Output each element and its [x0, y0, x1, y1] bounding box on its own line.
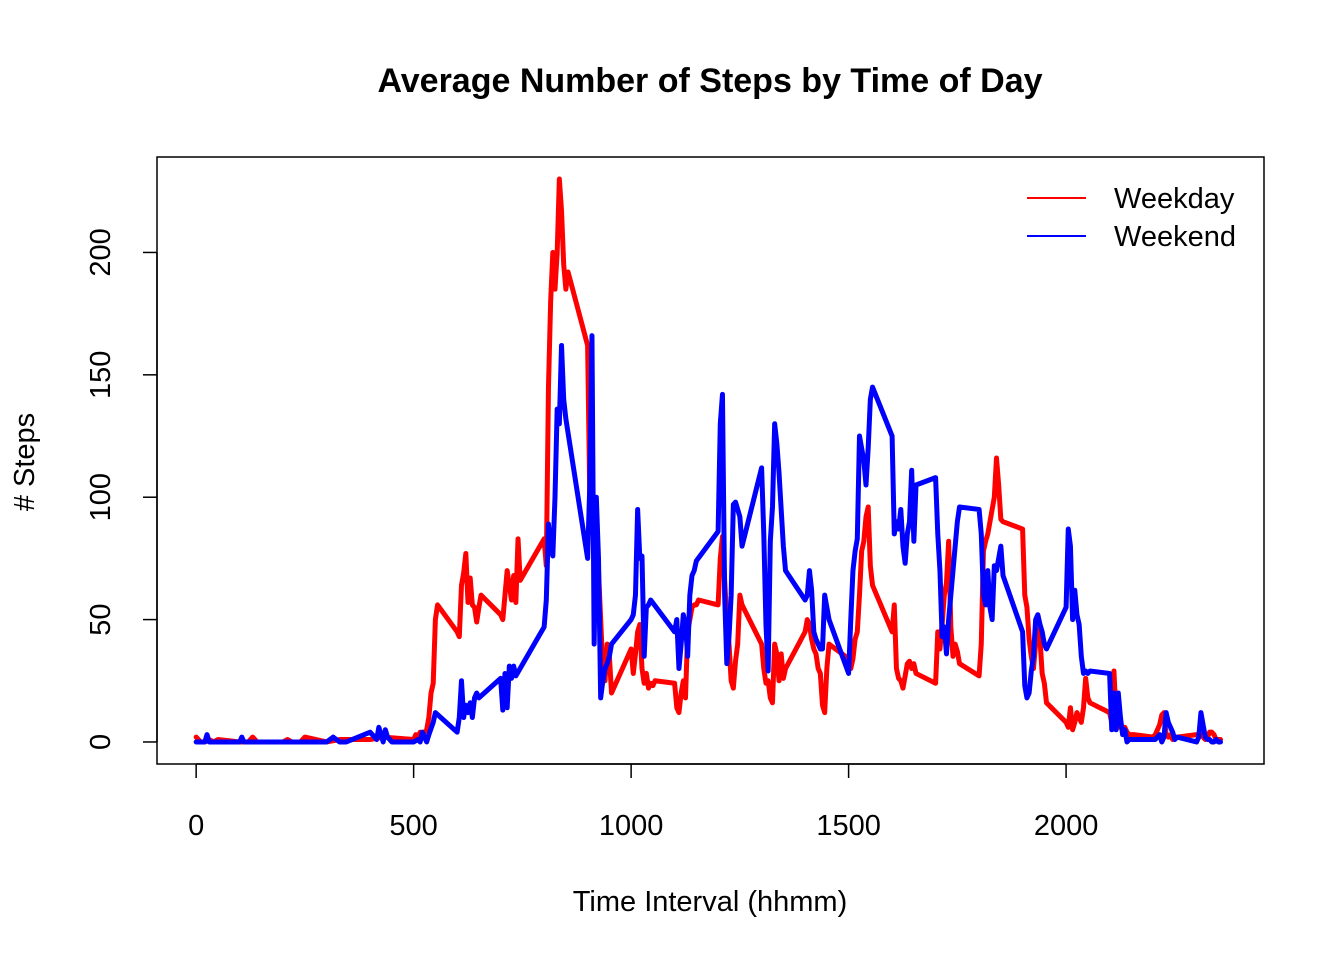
x-tick-label: 0 — [188, 810, 204, 842]
series-line-weekday — [193, 176, 1223, 745]
x-tick-label: 2000 — [1034, 810, 1099, 842]
y-axis-label: # Steps — [9, 413, 41, 511]
legend: Weekday Weekend — [1027, 183, 1236, 253]
y-tick-label: 150 — [85, 351, 117, 399]
chart-title: Average Number of Steps by Time of Day — [377, 62, 1042, 100]
legend-label-weekday: Weekday — [1114, 183, 1235, 215]
x-tick-label: 1500 — [816, 810, 881, 842]
legend-label-weekend: Weekend — [1114, 221, 1236, 253]
y-tick-label: 200 — [85, 228, 117, 276]
series-layer — [193, 176, 1223, 745]
y-tick-label: 0 — [85, 734, 117, 750]
x-axis-label: Time Interval (hhmm) — [573, 886, 847, 918]
series-line-weekend — [193, 333, 1223, 745]
y-axis: 0 50 100 150 200 — [85, 228, 158, 750]
x-axis: 0 500 1000 1500 2000 — [188, 763, 1099, 842]
y-tick-label: 100 — [85, 473, 117, 521]
y-tick-label: 50 — [85, 603, 117, 635]
x-tick-label: 500 — [389, 810, 437, 842]
x-tick-label: 1000 — [599, 810, 664, 842]
